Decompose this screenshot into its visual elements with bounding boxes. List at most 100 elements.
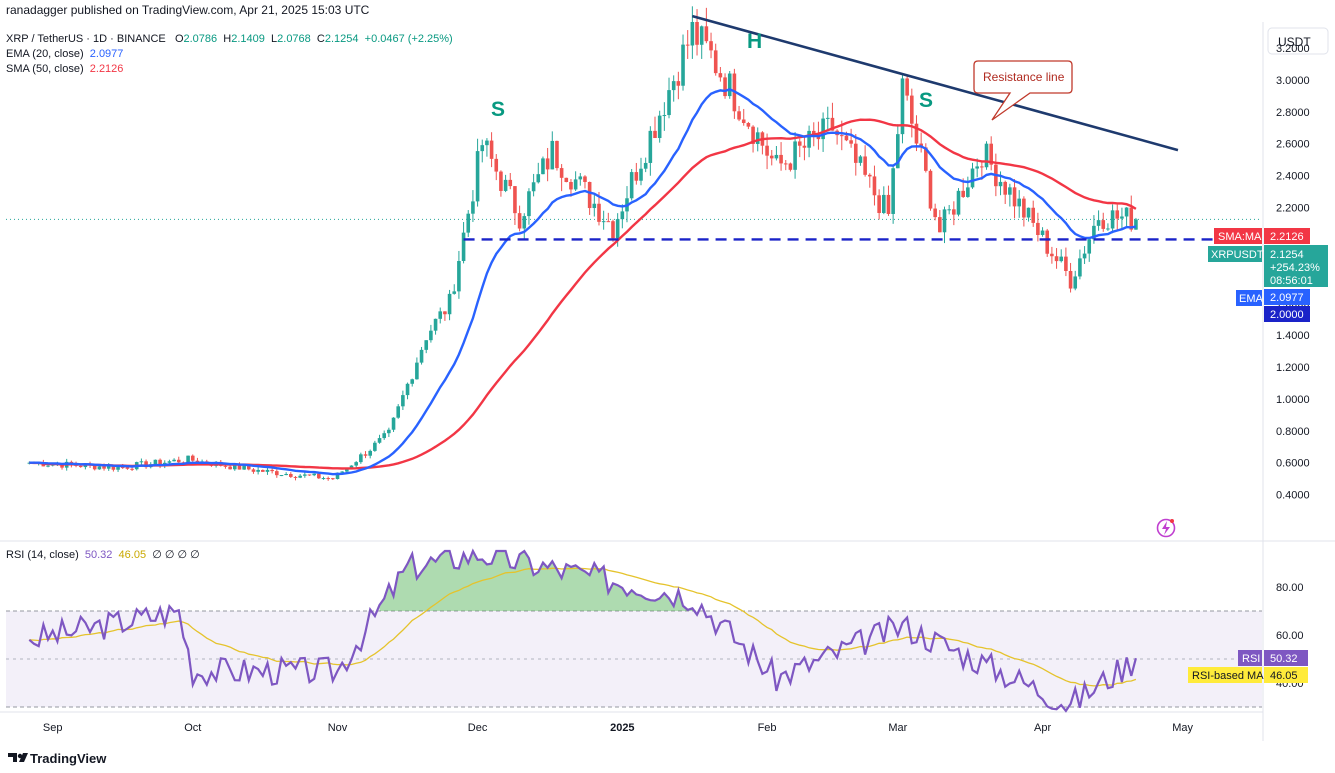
sma-line[interactable]	[29, 118, 1137, 470]
rsi-badge-name: RSI	[1242, 653, 1260, 665]
close-value: 2.1254	[324, 33, 359, 45]
candle	[1017, 190, 1022, 218]
candle	[284, 472, 288, 476]
candle	[176, 456, 181, 464]
candle	[671, 75, 676, 102]
left-shoulder-label: S	[491, 98, 505, 121]
rsi-tick-label: 60.00	[1276, 630, 1304, 642]
rsi-ma-legend-value: 46.05	[118, 549, 147, 561]
rsi-ma-badge-name: RSI-based MA	[1192, 670, 1264, 682]
ema-line[interactable]	[29, 88, 1137, 476]
candle	[825, 106, 830, 130]
candle	[494, 154, 499, 181]
time-tick-label: Oct	[184, 722, 201, 734]
candle	[863, 145, 867, 177]
candle	[718, 67, 723, 82]
candle	[410, 378, 415, 387]
candle	[396, 404, 401, 419]
candle	[527, 188, 531, 225]
price-tick-label: 2.2000	[1276, 203, 1310, 215]
candle	[1096, 210, 1101, 231]
candle	[78, 465, 83, 468]
candle	[326, 476, 330, 481]
candle	[480, 139, 485, 163]
candle	[499, 170, 503, 197]
symbol-badge-name: XRPUSDT	[1211, 249, 1264, 261]
candle	[419, 346, 424, 365]
candle	[312, 473, 316, 477]
candle	[1022, 196, 1026, 227]
price-tick-label: 2.8000	[1276, 107, 1310, 119]
candle	[1050, 246, 1054, 264]
candle	[643, 157, 648, 173]
candle	[1059, 249, 1064, 263]
candle	[723, 73, 727, 99]
sma-badge-name: SMA:MA	[1218, 231, 1262, 243]
high-value: 2.1409	[231, 33, 265, 45]
candle	[606, 212, 611, 223]
lightning-icon[interactable]	[1156, 518, 1176, 538]
candle	[984, 141, 989, 170]
candle	[317, 473, 321, 480]
rsi-legend[interactable]: RSI (14, close) 50.32 46.05 ∅ ∅ ∅ ∅	[6, 548, 200, 563]
candle	[601, 210, 606, 230]
candle	[307, 474, 312, 476]
candle	[807, 125, 811, 158]
price-tick-label: 3.0000	[1276, 75, 1310, 87]
candle	[1106, 223, 1110, 231]
candle	[877, 189, 881, 220]
candle	[952, 201, 956, 226]
candle	[1054, 248, 1059, 269]
tradingview-logo[interactable]: TradingView	[8, 751, 107, 766]
candle	[942, 206, 947, 244]
candle	[461, 222, 466, 264]
price-tick-label: 0.4000	[1276, 490, 1310, 502]
sma-badge-value: 2.2126	[1270, 231, 1304, 243]
ema-legend[interactable]: EMA (20, close) 2.0977	[6, 47, 453, 62]
candle	[629, 168, 634, 201]
candle	[1078, 249, 1082, 280]
candle	[387, 427, 391, 437]
time-axis[interactable]: Sep Oct Nov Dec 2025 Feb Mar Apr May	[43, 722, 1194, 734]
candle	[853, 134, 858, 176]
candle	[471, 190, 475, 223]
candle	[732, 68, 737, 119]
candle	[172, 458, 176, 462]
candle	[583, 175, 587, 189]
candle	[872, 165, 877, 206]
candle	[405, 382, 410, 400]
candle	[928, 169, 933, 211]
ema-price-badge: EMA 2.0977	[1236, 289, 1310, 306]
sma-legend[interactable]: SMA (50, close) 2.2126	[6, 62, 453, 77]
low-label: L	[271, 33, 278, 45]
rsi-band	[6, 611, 1262, 707]
tradingview-logo-icon	[8, 753, 17, 762]
rsi-line[interactable]	[28, 548, 1137, 713]
candle	[835, 129, 839, 145]
candle	[947, 204, 951, 215]
candle	[228, 465, 232, 470]
candle	[802, 135, 807, 161]
candle	[438, 307, 443, 324]
rsi-ma-line[interactable]	[29, 567, 1137, 687]
resistance-trendline[interactable]	[692, 14, 1179, 152]
rsi-legend-extra: ∅ ∅ ∅ ∅	[152, 549, 200, 561]
rsi-badge-value: 50.32	[1270, 653, 1298, 665]
rsi-overbought-fill	[136, 551, 702, 611]
low-value: 2.0768	[277, 33, 311, 45]
candle	[368, 449, 372, 459]
candle	[914, 115, 919, 152]
candle	[541, 156, 545, 175]
candle	[783, 159, 788, 171]
candle	[769, 149, 774, 166]
currency-button[interactable]: USDT	[1267, 27, 1329, 55]
callout-text: Resistance line	[983, 70, 1065, 84]
candle	[363, 451, 368, 459]
candle	[415, 357, 419, 380]
resistance-callout[interactable]: Resistance line	[973, 60, 1073, 121]
candle	[1045, 228, 1050, 257]
candle	[443, 311, 447, 321]
candle	[737, 105, 741, 122]
high-label: H	[223, 33, 232, 45]
